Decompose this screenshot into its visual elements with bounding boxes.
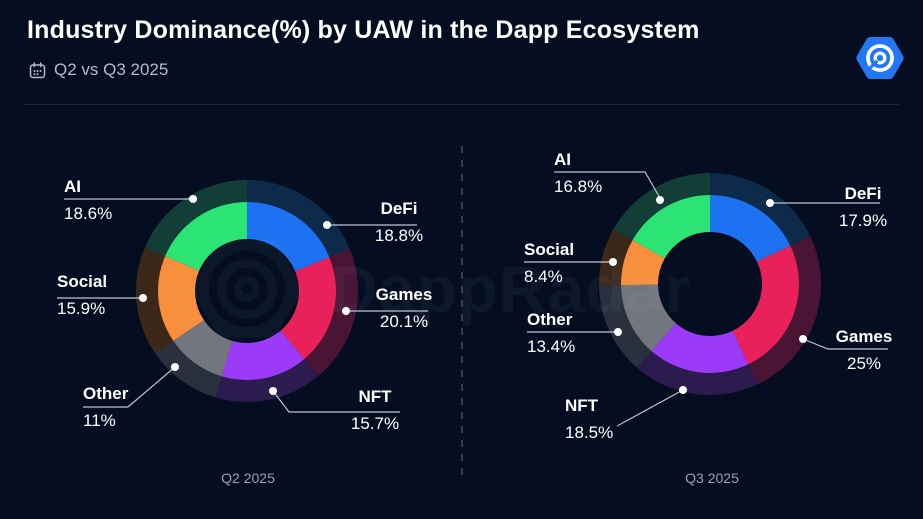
donut-segment-defi-inner — [247, 202, 330, 272]
callout-q2-nft: NFT 15.7% — [345, 387, 405, 433]
callout-q2-ai: AI 18.6% — [64, 177, 112, 223]
callout-q2-defi: DeFi 18.8% — [370, 199, 428, 245]
segment-value: 8.4% — [524, 267, 563, 286]
donut-segment-games-outer — [304, 248, 359, 376]
dot-q3-nft — [679, 386, 687, 394]
leader-q3-nft — [616, 389, 684, 427]
donut-segment-other-inner — [173, 320, 233, 377]
dot-q3-ai — [656, 196, 664, 204]
segment-value: 13.4% — [527, 337, 576, 356]
dot-q3-defi — [766, 199, 774, 207]
donut-segment-ai-outer — [144, 180, 247, 257]
leader-q3-ai — [554, 171, 661, 199]
dot-q2-social — [139, 294, 147, 302]
leader-q2-other — [83, 366, 176, 408]
caption-q3: Q3 2025 — [685, 470, 739, 486]
donut-segment-other-outer — [599, 285, 652, 368]
segment-name: DeFi — [844, 184, 882, 203]
leader-q3-games — [802, 338, 888, 350]
callout-q2-social: Social 15.9% — [57, 272, 107, 318]
dot-q3-social — [609, 258, 617, 266]
subtitle-label: Q2 vs Q3 2025 — [54, 60, 169, 79]
period-subtitle: Q2 vs Q3 2025 — [29, 60, 168, 80]
dot-q2-ai — [189, 195, 197, 203]
calendar-icon — [29, 61, 46, 78]
donut-segment-social-outer — [599, 229, 633, 286]
donut-segment-ai-inner — [632, 195, 710, 259]
segment-value: 15.7% — [350, 414, 400, 433]
leader-q2-nft — [272, 390, 400, 413]
callout-q3-nft: NFT 18.5% — [565, 396, 613, 442]
callout-q3-games: Games 25% — [832, 327, 896, 373]
segment-name: DeFi — [380, 199, 418, 218]
donut-chart-q2 — [136, 180, 359, 403]
donut-chart-q3 — [599, 173, 821, 395]
segment-name: AI — [554, 150, 571, 169]
leader-lines — [57, 171, 888, 427]
donut-segment-games-outer — [748, 236, 821, 385]
callout-q2-games: Games 20.1% — [374, 285, 434, 331]
segment-name: Social — [524, 240, 575, 259]
dot-q2-defi — [323, 221, 331, 229]
segment-name: Other — [527, 310, 573, 329]
callout-q3-social: Social 8.4% — [524, 240, 574, 286]
segment-value: 25% — [846, 354, 882, 373]
segment-value: 16.8% — [554, 177, 603, 196]
donut-segment-ai-inner — [165, 202, 247, 271]
donut-segment-nft-inner — [221, 330, 305, 380]
segment-name: NFT — [565, 396, 599, 415]
donut-segment-other-outer — [155, 340, 222, 398]
callout-q3-defi: DeFi 17.9% — [832, 184, 894, 230]
segment-value: 15.9% — [57, 299, 106, 318]
donut-segment-defi-inner — [710, 195, 791, 262]
donut-segment-nft-outer — [637, 351, 758, 395]
donut-segment-ai-outer — [613, 173, 710, 241]
segment-name: Other — [83, 384, 129, 403]
donut-segment-social-outer — [136, 247, 174, 354]
segment-name: Social — [57, 272, 108, 291]
callout-q2-other: Other 11% — [83, 384, 128, 430]
segment-value: 20.1% — [379, 312, 429, 331]
segment-value: 11% — [83, 411, 116, 430]
page-title: Industry Dominance(%) by UAW in the Dapp… — [27, 16, 700, 44]
dappradar-logo — [856, 36, 904, 80]
donut-segment-defi-outer — [247, 180, 350, 258]
callout-q3-other: Other 13.4% — [527, 310, 575, 356]
donut-segment-nft-outer — [215, 359, 319, 403]
leader-dots — [139, 195, 807, 395]
segment-value: 18.6% — [64, 204, 113, 223]
donut-segment-social-inner — [158, 256, 204, 341]
dot-q2-nft — [269, 387, 277, 395]
segment-name: Games — [375, 285, 433, 304]
segment-name: AI — [64, 177, 81, 196]
donut-segment-social-inner — [621, 240, 665, 286]
dot-q2-games — [342, 307, 350, 315]
dot-q3-other — [614, 328, 622, 336]
header-divider — [24, 104, 899, 105]
segment-name: Games — [835, 327, 893, 346]
donut-segment-other-inner — [621, 284, 676, 352]
caption-q2: Q2 2025 — [221, 470, 275, 486]
segment-value: 17.9% — [838, 211, 888, 230]
donut-segment-games-inner — [732, 245, 800, 365]
donut-segment-games-inner — [280, 257, 336, 360]
donut-segment-defi-outer — [710, 173, 811, 246]
segment-value: 18.8% — [374, 226, 424, 245]
donut-segment-nft-inner — [651, 323, 749, 374]
dot-q2-other — [171, 363, 179, 371]
callout-q3-ai: AI 16.8% — [554, 150, 602, 196]
segment-name: NFT — [358, 387, 392, 406]
segment-value: 18.5% — [565, 423, 614, 442]
dot-q3-games — [799, 335, 807, 343]
